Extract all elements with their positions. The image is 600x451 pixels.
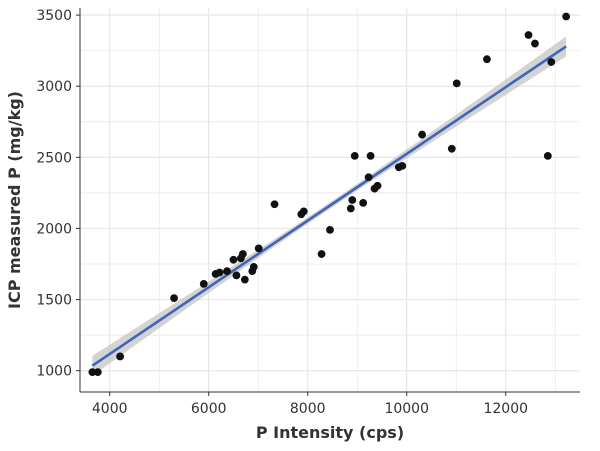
data-point <box>238 250 247 258</box>
grid <box>80 8 580 392</box>
data-point <box>418 130 426 139</box>
data-point <box>326 225 334 234</box>
y-tick-label: 1500 <box>36 293 72 309</box>
data-point <box>299 207 308 216</box>
y-tick-label: 3500 <box>36 8 72 24</box>
data-point <box>543 152 552 160</box>
data-point <box>346 204 355 213</box>
data-point <box>317 250 326 258</box>
data-point <box>447 144 456 153</box>
x-tick-label: 6000 <box>191 401 227 417</box>
y-axis-title: ICP measured P (mg/kg) <box>5 91 24 309</box>
data-point <box>483 55 491 64</box>
data-point <box>350 152 359 160</box>
data-point <box>366 152 375 160</box>
x-axis-ticks: 4000 6000 8000 10000 12000 <box>92 392 528 417</box>
x-tick-label: 12000 <box>483 401 528 417</box>
data-point <box>547 58 556 66</box>
data-point <box>93 368 102 376</box>
data-point <box>170 294 178 303</box>
data-point <box>531 39 539 48</box>
data-point <box>232 271 241 280</box>
y-tick-label: 3000 <box>36 79 72 95</box>
y-tick-label: 2500 <box>36 150 72 166</box>
data-point <box>562 12 571 21</box>
y-axis-ticks: 1000 1500 2000 2500 3000 3500 <box>36 8 80 380</box>
data-point <box>270 200 279 209</box>
data-point <box>199 280 208 288</box>
data-point <box>364 173 373 182</box>
data-point <box>254 244 263 253</box>
regression-line <box>91 45 567 367</box>
data-point <box>240 275 249 284</box>
data-point <box>223 267 231 276</box>
y-tick-label: 1000 <box>36 364 72 380</box>
x-tick-label: 8000 <box>290 401 326 417</box>
data-point <box>398 161 407 170</box>
data-point <box>359 198 368 207</box>
data-point <box>373 181 382 190</box>
x-axis-title: P Intensity (cps) <box>256 423 404 442</box>
data-point <box>524 31 533 39</box>
x-tick-label: 4000 <box>92 401 128 417</box>
data-point <box>229 255 238 264</box>
data-point <box>116 352 124 361</box>
data-point <box>215 268 224 277</box>
data-point <box>88 368 97 376</box>
data-point <box>452 79 461 88</box>
y-tick-label: 2000 <box>36 221 72 237</box>
data-points <box>88 12 571 376</box>
x-tick-label: 10000 <box>384 401 429 417</box>
data-point <box>348 196 357 204</box>
data-point <box>249 262 258 271</box>
